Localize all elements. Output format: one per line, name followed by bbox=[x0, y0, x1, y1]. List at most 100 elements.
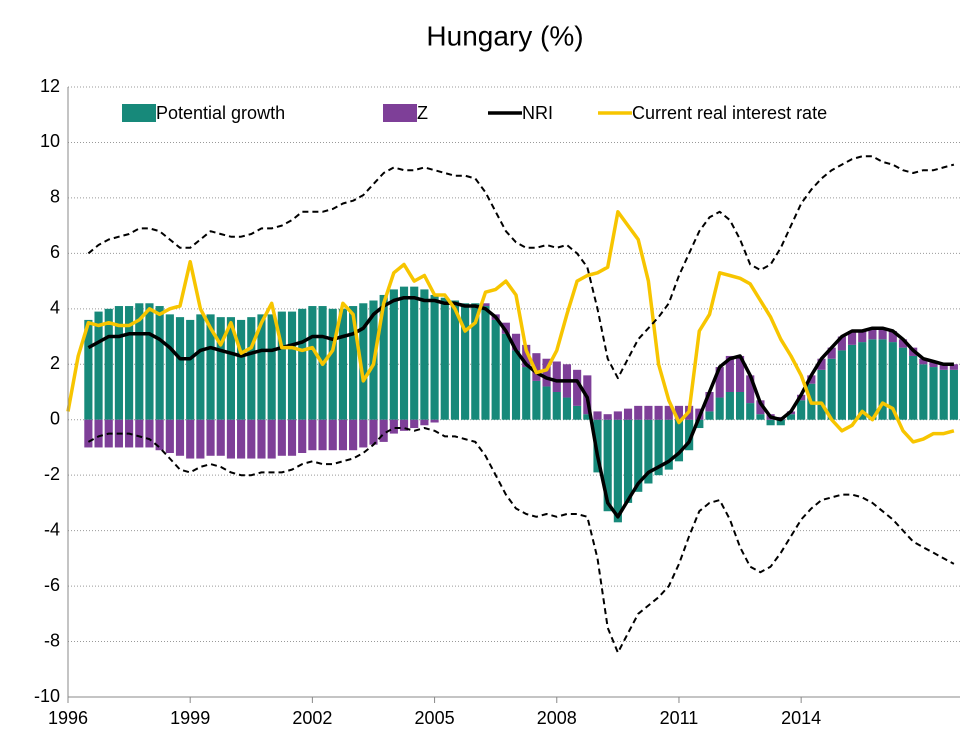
bar-segment bbox=[623, 408, 633, 420]
bar-segment bbox=[308, 306, 317, 420]
bar-segment bbox=[196, 419, 205, 459]
band-line bbox=[87, 155, 955, 380]
bar-segment bbox=[919, 364, 928, 420]
band-line bbox=[87, 427, 955, 654]
bar-segment bbox=[277, 311, 286, 420]
bar-segment bbox=[226, 317, 235, 420]
bar-segment bbox=[359, 419, 368, 448]
bar-segment bbox=[175, 419, 185, 456]
bar-segment bbox=[349, 419, 358, 451]
bar-segment bbox=[868, 339, 877, 420]
bar-segment bbox=[654, 419, 663, 476]
bar-segment bbox=[226, 419, 235, 459]
bar-segment bbox=[644, 419, 653, 484]
bar-segment bbox=[756, 400, 765, 415]
bar-segment bbox=[511, 350, 521, 420]
bar-segment bbox=[389, 419, 398, 434]
bar-segment bbox=[613, 411, 622, 420]
bar-segment bbox=[827, 347, 836, 359]
bar-segment bbox=[664, 419, 673, 470]
bar-segment bbox=[888, 331, 897, 343]
y-tick-label: 4 bbox=[50, 298, 60, 318]
bar-segment bbox=[613, 419, 622, 523]
legend-label: Potential growth bbox=[156, 103, 285, 123]
bar-segment bbox=[542, 386, 551, 420]
bar-segment bbox=[257, 314, 266, 420]
bar-segment bbox=[287, 311, 297, 420]
y-tick-label: -4 bbox=[44, 519, 60, 539]
bar-segment bbox=[949, 364, 958, 370]
bar-segment bbox=[145, 303, 154, 420]
bar-segment bbox=[94, 419, 103, 448]
bar-segment bbox=[338, 308, 348, 420]
bar-segment bbox=[868, 328, 877, 340]
bar-segment bbox=[725, 392, 734, 420]
x-tick-label: 2005 bbox=[415, 708, 455, 728]
bar-segment bbox=[664, 405, 673, 420]
bar-segment bbox=[267, 419, 276, 459]
bar-segment bbox=[847, 331, 857, 345]
y-tick-label: 8 bbox=[50, 187, 60, 207]
bar-segment bbox=[695, 419, 704, 429]
bar-segment bbox=[481, 306, 490, 420]
legend-label: Current real interest rate bbox=[632, 103, 827, 123]
bar-segment bbox=[308, 419, 317, 451]
chart-title: Hungary (%) bbox=[426, 20, 583, 51]
bar-segment bbox=[878, 328, 887, 340]
bar-segment bbox=[359, 303, 368, 420]
y-tick-label: 12 bbox=[40, 76, 60, 96]
x-tick-label: 2011 bbox=[660, 708, 699, 728]
bar-segment bbox=[786, 414, 796, 420]
bar-segment bbox=[522, 367, 531, 420]
bar-segment bbox=[399, 419, 409, 431]
x-tick-label: 2002 bbox=[292, 708, 332, 728]
legend-swatch bbox=[383, 104, 417, 122]
bar-segment bbox=[501, 333, 510, 420]
y-tick-label: 6 bbox=[50, 242, 60, 262]
bar-segment bbox=[165, 314, 174, 420]
bar-segment bbox=[552, 392, 561, 420]
y-tick-label: 2 bbox=[50, 353, 60, 373]
bar-segment bbox=[430, 419, 439, 423]
bar-segment bbox=[766, 419, 775, 426]
y-tick-label: 0 bbox=[50, 408, 60, 428]
bar-segment bbox=[644, 405, 653, 420]
bar-segment bbox=[104, 308, 113, 420]
bar-segment bbox=[196, 314, 205, 420]
bar-segment bbox=[165, 419, 174, 453]
y-tick-label: 10 bbox=[40, 131, 60, 151]
line bbox=[87, 295, 954, 519]
bar-segment bbox=[858, 331, 867, 343]
bar-segment bbox=[817, 369, 826, 420]
bar-segment bbox=[674, 419, 684, 462]
bar-segment bbox=[623, 419, 633, 503]
bar-segment bbox=[125, 306, 134, 420]
bar-segment bbox=[807, 375, 816, 384]
bar-segment bbox=[715, 367, 724, 398]
bar-segment bbox=[257, 419, 266, 459]
bar-segment bbox=[634, 405, 643, 420]
x-tick-label: 2008 bbox=[537, 708, 577, 728]
bar-segment bbox=[685, 419, 694, 451]
bar-segment bbox=[837, 336, 846, 351]
bar-segment bbox=[450, 300, 460, 420]
bar-segment bbox=[746, 375, 755, 404]
x-tick-label: 1996 bbox=[48, 708, 88, 728]
bar-segment bbox=[939, 364, 948, 370]
bar-segment bbox=[847, 344, 857, 420]
bar-segment bbox=[674, 405, 684, 420]
bar-segment bbox=[715, 397, 724, 420]
bar-segment bbox=[858, 342, 867, 420]
bar-segment bbox=[94, 311, 103, 420]
bar-segment bbox=[511, 333, 521, 351]
legend-swatch bbox=[122, 104, 156, 122]
bar-segment bbox=[328, 419, 337, 451]
bar-segment bbox=[277, 419, 286, 456]
bar-segment bbox=[705, 411, 714, 420]
bar-segment bbox=[298, 308, 307, 420]
bar-segment bbox=[369, 419, 378, 445]
bar-segment bbox=[634, 419, 643, 492]
bar-segment bbox=[919, 358, 928, 365]
bar-segment bbox=[573, 405, 582, 420]
bar-segment bbox=[410, 286, 419, 420]
